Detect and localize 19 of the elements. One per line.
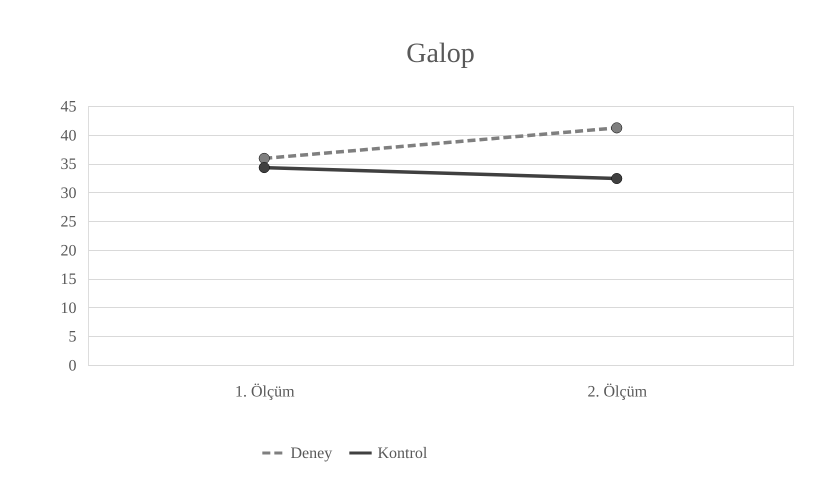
point <box>258 162 270 174</box>
y-tick-label: 5 <box>68 328 76 346</box>
point <box>611 173 622 184</box>
chart-title: Galop <box>406 38 475 69</box>
y-tick-label: 20 <box>60 242 76 260</box>
point <box>611 122 622 134</box>
legend-label: Kontrol <box>378 445 428 462</box>
legend-label: Deney <box>290 445 332 462</box>
y-tick-label: 10 <box>60 300 76 317</box>
y-tick-label: 40 <box>60 127 76 144</box>
x-tick-label: 1. Ölçüm <box>234 384 296 400</box>
x-tick-label: 2. Ölçüm <box>587 384 648 400</box>
y-tick-label: 15 <box>60 271 76 288</box>
y-tick-label: 35 <box>60 156 76 174</box>
y-tick-label: 0 <box>68 358 76 374</box>
y-tick-label: 45 <box>60 98 76 116</box>
point <box>258 152 270 164</box>
y-tick-label: 30 <box>60 184 76 202</box>
y-tick-label: 25 <box>60 214 76 231</box>
